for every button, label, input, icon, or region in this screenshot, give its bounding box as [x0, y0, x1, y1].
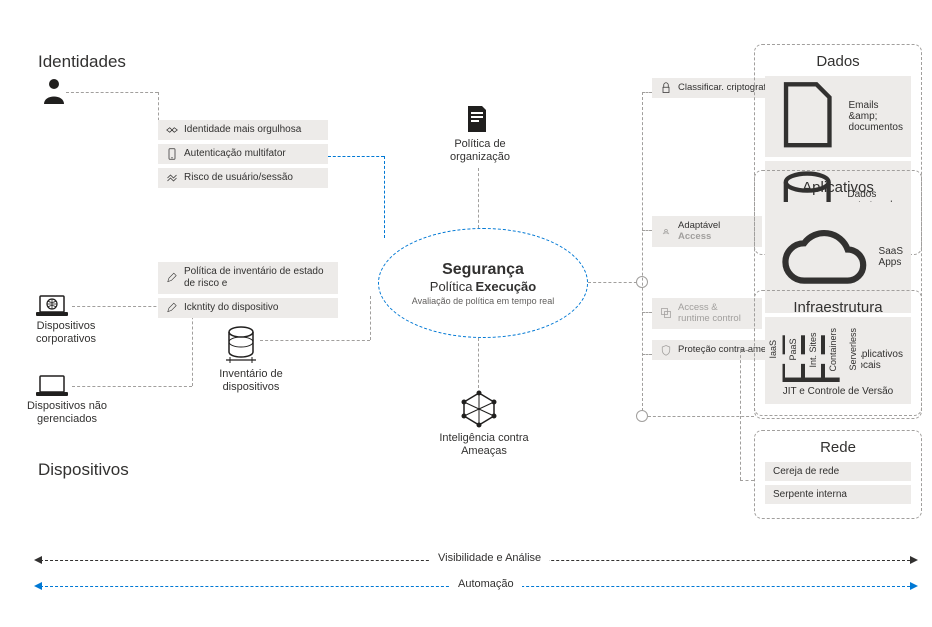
connector [478, 338, 479, 388]
connector [642, 92, 652, 93]
security-ellipse: Segurança Política Execução Avaliação de… [378, 228, 588, 338]
automation-label: Automação [450, 578, 522, 590]
connector [478, 168, 479, 228]
corporate-devices-label: Dispositivos corporativos [26, 320, 106, 346]
connector [66, 92, 158, 93]
connector [740, 350, 754, 351]
document-icon [464, 104, 490, 137]
jit-chip: JIT e Controle de Versão [765, 382, 911, 401]
network-box: Rede Cereja de rede Serpente interna [754, 430, 922, 519]
connector [72, 386, 192, 387]
connector [588, 282, 642, 283]
org-policy-label: Política de organização [440, 138, 520, 164]
arrow-left-icon [34, 582, 42, 590]
connector [370, 296, 371, 340]
connector [642, 312, 652, 313]
pill-label: Identidade mais orgulhosa [184, 124, 320, 136]
chip-label: Cereja de rede [773, 466, 839, 477]
pencil-icon [166, 302, 178, 314]
fingerprint-icon [660, 225, 672, 237]
pill-label: Access &runtime control [678, 302, 754, 325]
infra-containers: Containers [825, 322, 841, 378]
person-icon [42, 78, 66, 107]
identities-heading: Identidades [38, 52, 126, 72]
laptop-icon [34, 374, 70, 401]
infra-title: Infraestrutura [765, 299, 911, 316]
pill-label: Risco de usuário/sessão [184, 172, 320, 184]
network-title: Rede [765, 439, 911, 456]
connector-blue [384, 156, 385, 238]
graph-network-icon [460, 390, 498, 431]
pill-label: Ickntity do dispositivo [184, 302, 330, 314]
apps-title: Aplicativos [765, 179, 911, 196]
chip-label: JIT e Controle de Versão [783, 386, 893, 397]
device-policy-pill: Política de inventário de estado de risc… [158, 262, 338, 294]
arrow-right-icon [910, 582, 918, 590]
shield-dot-icon [660, 344, 672, 356]
device-identity-pill: Ickntity do dispositivo [158, 298, 338, 318]
device-inventory-label: Inventário de dispositivos [206, 368, 296, 394]
ellipse-caption: Avaliação de política em tempo real [412, 296, 554, 306]
infra-row: IaaS PaaS Int. Sites Containers Serverle… [765, 322, 911, 378]
chip-label: Emails &amp; documentos [849, 100, 903, 133]
arrow-right-icon [910, 556, 918, 564]
phone-icon [166, 148, 178, 160]
pill-label: Autenticação multifator [184, 148, 320, 160]
arrow-left-icon [34, 556, 42, 564]
identity-proud-pill: Identidade mais orgulhosa [158, 120, 328, 140]
connector-blue [328, 156, 384, 157]
infra-sites: Int. Sites [805, 322, 821, 378]
lock-icon [660, 82, 672, 94]
unmanaged-devices-label: Dispositivos não gerenciados [22, 400, 112, 426]
laptop-globe-icon [34, 294, 70, 321]
ellipse-title: Segurança [442, 261, 524, 279]
data-title: Dados [765, 53, 911, 70]
document-outline-icon [773, 80, 843, 153]
chip-label: Serpente interna [773, 489, 847, 500]
device-pill-group: Política de inventário de estado de risc… [158, 262, 338, 322]
infra-box: Infraestrutura IaaS PaaS Int. Sites Cont… [754, 290, 922, 416]
identity-mfa-pill: Autenticação multifator [158, 144, 328, 164]
identity-pill-group: Identidade mais orgulhosa Autenticação m… [158, 120, 328, 192]
visibility-label: Visibilidade e Análise [430, 552, 549, 564]
pill-label: AdaptávelAccess [678, 220, 754, 243]
devices-heading: Dispositivos [38, 460, 129, 480]
network-serpent-chip: Serpente interna [765, 485, 911, 504]
infra-iaas: IaaS [765, 322, 781, 378]
emails-chip: Emails &amp; documentos [765, 76, 911, 157]
connector [642, 230, 652, 231]
connector [642, 354, 652, 355]
chip-label: SaaS Apps [879, 246, 903, 268]
ellipse-sub-b: Execução [476, 279, 537, 294]
risk-icon [166, 172, 178, 184]
connector [740, 350, 741, 480]
pencil-icon [166, 272, 178, 284]
threat-intel-label: Inteligência contra Ameaças [434, 432, 534, 458]
runtime-pill: Access &runtime control [652, 298, 762, 333]
network-cherry-chip: Cereja de rede [765, 462, 911, 481]
connector [648, 416, 754, 417]
connector [740, 480, 754, 481]
infra-serverless: Serverless [845, 322, 861, 378]
database-icon [224, 326, 258, 369]
identity-risk-pill: Risco de usuário/sessão [158, 168, 328, 188]
ellipse-sub-a: Política [430, 279, 473, 294]
node-circle [636, 410, 648, 422]
connector [260, 340, 370, 341]
infra-paas: PaaS [785, 322, 801, 378]
adaptive-pill: AdaptávelAccess [652, 216, 762, 251]
handshake-icon [166, 124, 178, 136]
connector-bus [642, 92, 643, 416]
pill-label: Política de inventário de estado de risc… [184, 266, 330, 290]
overlap-icon [660, 307, 672, 319]
